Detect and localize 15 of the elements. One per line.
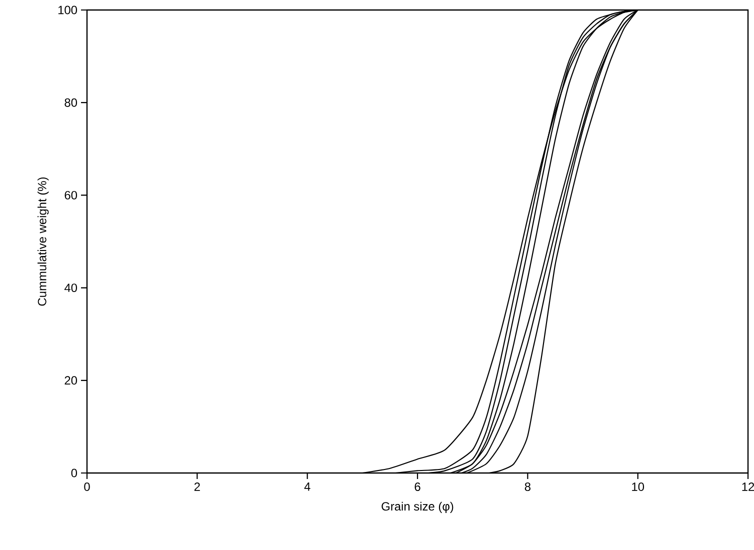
x-tick-label: 8	[524, 482, 530, 491]
x-tick-label: 2	[194, 482, 200, 491]
y-axis-title: Cummulative weight (%)	[38, 178, 49, 306]
y-tick-label: 40	[64, 284, 78, 292]
y-tick-label: 60	[64, 190, 78, 200]
x-tick-label: 10	[632, 482, 644, 491]
x-tick-label: 0	[84, 482, 90, 491]
x-tick-label: 6	[414, 482, 420, 491]
y-tick-label: 20	[64, 376, 78, 385]
y-tick-label: 0	[71, 468, 78, 478]
y-tick-label: 100	[58, 6, 78, 14]
y-tick-label: 80	[64, 98, 78, 107]
x-tick-label: 12	[742, 482, 754, 491]
x-tick-label: 4	[304, 482, 310, 491]
x-axis-title: Grain size (φ)	[382, 502, 454, 513]
